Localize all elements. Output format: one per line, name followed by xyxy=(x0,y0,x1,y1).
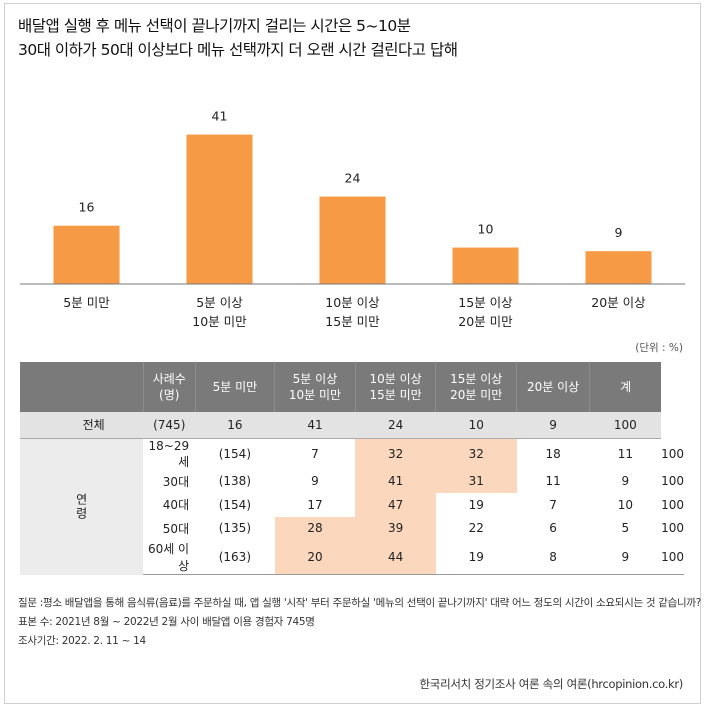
row-label: 40대 xyxy=(162,498,190,513)
notes: 질문 : 평소 배달앱을 통해 음식류(음료)를 주문하실 때, 앱 실행 '시… xyxy=(18,596,701,649)
table-cell: 31 xyxy=(435,469,517,494)
category-label-4: 20분 이상 xyxy=(591,295,646,310)
table-cell: 17 xyxy=(307,497,323,512)
total-cell-0: 16 xyxy=(195,412,275,439)
table-cell: 11 xyxy=(545,474,561,489)
unit-label: (단위 : %) xyxy=(635,342,683,354)
row-label: 50대 xyxy=(162,521,190,536)
period-note: 조사기간: 2022. 2. 11 ~ 14 xyxy=(18,635,146,647)
column-header-7: 계 xyxy=(589,362,662,412)
table-cell: 11 xyxy=(617,447,633,461)
total-n: (745) xyxy=(143,412,196,439)
table-cell: 32 xyxy=(435,438,517,470)
total-cell-4: 9 xyxy=(516,412,590,439)
column-header-0 xyxy=(20,362,144,412)
table-cell: 32 xyxy=(355,438,436,470)
total-cell-3: 10 xyxy=(435,412,517,439)
category-label-1: 5분 이상 10분 미만 xyxy=(192,295,247,329)
bar-4 xyxy=(585,251,652,284)
total-cell-2: 24 xyxy=(355,412,436,439)
row-label: 30대 xyxy=(162,474,190,489)
table-cell: 22 xyxy=(468,521,484,536)
question-label: 질문 : xyxy=(18,597,43,609)
category-label-0: 5분 미만 xyxy=(63,295,110,310)
table-cell: 9 xyxy=(621,474,630,489)
table-cell: 100 xyxy=(661,474,684,489)
table-cell: 19 xyxy=(468,497,484,512)
figure-frame xyxy=(4,3,701,704)
data-label-0: 16 xyxy=(79,200,95,215)
table-cell: 20 xyxy=(274,540,356,576)
table-cell: 100 xyxy=(661,521,684,536)
row-label: 60세 이상 xyxy=(143,540,196,576)
data-label-3: 10 xyxy=(478,222,494,237)
table-cell: 47 xyxy=(355,493,436,517)
column-header-4: 10분 이상 15분 미만 xyxy=(354,362,436,412)
table-row: 연령 18~29세 (154) 7 32 32 18 11 100 xyxy=(20,438,684,575)
bar-0 xyxy=(53,225,120,284)
table-cell: 9 xyxy=(589,540,662,576)
data-label-4: 9 xyxy=(615,225,623,240)
table-cell: 41 xyxy=(355,469,436,494)
table-cell: 100 xyxy=(661,540,684,576)
table-cell: 100 xyxy=(661,446,684,461)
question-note: 질문 : 평소 배달앱을 통해 음식류(음료)를 주문하실 때, 앱 실행 '시… xyxy=(18,596,701,611)
column-header-5: 15분 이상 20분 미만 xyxy=(435,362,517,412)
table-cell: 9 xyxy=(311,474,319,489)
row-n: (135) xyxy=(218,521,252,536)
sample-note: 표본 수: 2021년 8월 ~ 2022년 2월 사이 배달앱 이용 경험자 … xyxy=(18,616,315,628)
row-label: 18~29세 xyxy=(148,438,190,469)
table-cell: 18 xyxy=(545,447,561,461)
column-header-3: 5분 이상 10분 미만 xyxy=(274,362,356,412)
category-label-2: 10분 이상 15분 미만 xyxy=(325,295,380,329)
total-cell-1: 41 xyxy=(274,412,356,439)
chart-title: 배달앱 실행 후 메뉴 선택이 끝나기까지 걸리는 시간은 5~10분 30대 … xyxy=(18,14,458,62)
bar-1 xyxy=(186,134,253,284)
table-cell: 100 xyxy=(661,497,684,512)
group-label: 연령 xyxy=(20,438,144,575)
category-label-3: 15분 이상 20분 미만 xyxy=(458,295,513,329)
bar-3 xyxy=(452,247,519,284)
column-header-2: 5분 미만 xyxy=(194,362,275,412)
table-cell: 5 xyxy=(621,521,630,536)
table-cell: 10 xyxy=(617,497,633,512)
row-n: (154) xyxy=(218,447,252,461)
table-row: 60세 이상 (163) 20 44 19 8 9 100 xyxy=(20,540,684,576)
data-label-1: 41 xyxy=(212,109,228,124)
bar-chart: 16 5분 미만 41 5분 이상 10분 미만 24 10분 이상 15분 미만 10 15분 … xyxy=(20,109,685,329)
table-cell: 39 xyxy=(355,516,436,541)
table-row: 30대 (138) 9 41 31 11 9 100 xyxy=(20,469,684,494)
row-n: (154) xyxy=(218,497,252,512)
table-row: 50대 (135) 28 39 22 6 5 100 xyxy=(20,516,684,541)
total-cell-5: 100 xyxy=(589,412,662,439)
title-line-1: 배달앱 실행 후 메뉴 선택이 끝나기까지 걸리는 시간은 5~10분 xyxy=(18,17,411,35)
question-text: 평소 배달앱을 통해 음식류(음료)를 주문하실 때, 앱 실행 '시작' 부터… xyxy=(43,597,701,609)
table-header-row: 사례수 (명) 5분 미만 5분 이상 10분 미만 10분 이상 15분 미만 15분 이상… xyxy=(20,362,684,412)
total-label: 전체 xyxy=(20,412,144,439)
column-header-6: 20분 이상 xyxy=(516,362,590,412)
column-header-1: 사례수 (명) xyxy=(142,362,196,412)
row-n: (163) xyxy=(195,540,275,576)
table-cell: 19 xyxy=(435,540,517,576)
data-label-2: 24 xyxy=(345,171,361,186)
table-cell: 6 xyxy=(549,521,557,536)
table-cell: 28 xyxy=(274,516,356,541)
total-row: 전체 (745) 16 41 24 10 9 100 xyxy=(20,412,684,439)
table-cell: 8 xyxy=(516,540,590,576)
title-line-2: 30대 이하가 50대 이상보다 메뉴 선택까지 더 오랜 시간 걸린다고 답해 xyxy=(18,41,458,59)
row-n: (138) xyxy=(218,474,252,489)
bar-2 xyxy=(319,196,386,284)
table-cell: 7 xyxy=(311,447,319,461)
table-row: 40대 (154) 17 47 19 7 10 100 xyxy=(20,493,684,517)
table-cell: 44 xyxy=(355,540,436,576)
results-table: 사례수 (명) 5분 미만 5분 이상 10분 미만 10분 이상 15분 미만 15분 이상… xyxy=(20,362,684,576)
source-credit: 한국리서치 정기조사 여론 속의 여론(hrcopinion.co.kr) xyxy=(419,677,684,691)
table-cell: 7 xyxy=(549,497,557,512)
